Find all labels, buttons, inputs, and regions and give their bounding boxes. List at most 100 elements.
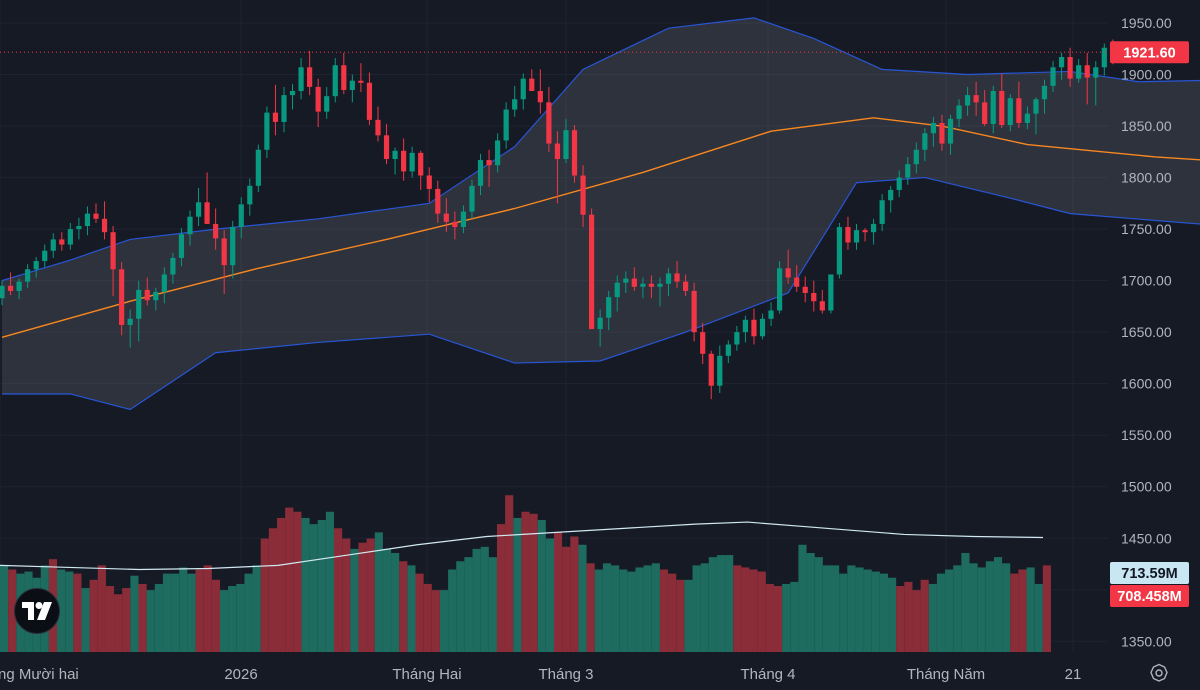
- candle-body[interactable]: [187, 216, 193, 235]
- candle-body[interactable]: [469, 185, 475, 212]
- candle-body[interactable]: [631, 278, 637, 287]
- candle-body[interactable]: [1033, 99, 1039, 114]
- candle-body[interactable]: [776, 268, 783, 311]
- candle-body[interactable]: [238, 204, 244, 228]
- candle-body[interactable]: [1058, 57, 1065, 68]
- candle-body[interactable]: [221, 238, 227, 266]
- candle-body[interactable]: [819, 301, 825, 311]
- candle-body[interactable]: [0, 285, 5, 299]
- candle-body[interactable]: [589, 214, 595, 330]
- candle-body[interactable]: [939, 122, 945, 144]
- candle-body[interactable]: [418, 152, 424, 176]
- candle-body[interactable]: [606, 297, 612, 318]
- candle-body[interactable]: [554, 143, 561, 160]
- candle-body[interactable]: [281, 95, 287, 122]
- candle-body[interactable]: [665, 273, 672, 284]
- candle-body[interactable]: [990, 91, 996, 124]
- candle-body[interactable]: [811, 292, 817, 302]
- candle-body[interactable]: [59, 239, 65, 245]
- candle-body[interactable]: [1067, 57, 1073, 79]
- candle-body[interactable]: [1050, 67, 1056, 86]
- candle-body[interactable]: [443, 213, 449, 222]
- candle-body[interactable]: [460, 211, 467, 228]
- candle-body[interactable]: [50, 239, 56, 251]
- candle-body[interactable]: [563, 130, 569, 160]
- candle-body[interactable]: [452, 221, 458, 228]
- candle-body[interactable]: [178, 234, 185, 258]
- candle-body[interactable]: [870, 223, 877, 233]
- candle-body[interactable]: [341, 65, 347, 90]
- candle-body[interactable]: [213, 223, 219, 239]
- candle-body[interactable]: [67, 229, 73, 245]
- candle-body[interactable]: [768, 310, 774, 319]
- candle-body[interactable]: [161, 274, 167, 292]
- candle-body[interactable]: [742, 319, 749, 333]
- candle-body[interactable]: [828, 274, 834, 311]
- candle-body[interactable]: [153, 291, 159, 301]
- candle-body[interactable]: [597, 317, 603, 330]
- candle-body[interactable]: [127, 318, 133, 325]
- candle-body[interactable]: [93, 213, 99, 219]
- candle-body[interactable]: [691, 290, 697, 333]
- candle-body[interactable]: [794, 277, 800, 287]
- candle-body[interactable]: [640, 283, 646, 287]
- candle-body[interactable]: [136, 289, 142, 319]
- candle-body[interactable]: [1041, 85, 1048, 100]
- candle-body[interactable]: [529, 78, 535, 92]
- candle-body[interactable]: [298, 67, 304, 92]
- candle-body[interactable]: [862, 230, 868, 233]
- candle-body[interactable]: [546, 102, 552, 144]
- candle-body[interactable]: [42, 250, 48, 262]
- candle-body[interactable]: [332, 65, 338, 97]
- candle-body[interactable]: [76, 226, 82, 230]
- candle-body[interactable]: [973, 95, 979, 103]
- candle-body[interactable]: [307, 67, 313, 87]
- candle-body[interactable]: [375, 119, 381, 136]
- candle-body[interactable]: [366, 82, 373, 120]
- candle-body[interactable]: [1024, 113, 1030, 123]
- candle-body[interactable]: [392, 150, 398, 160]
- candle-body[interactable]: [1084, 65, 1090, 78]
- candles[interactable]: [0, 39, 1116, 400]
- candle-body[interactable]: [751, 319, 757, 337]
- candle-body[interactable]: [725, 344, 731, 356]
- candle-body[interactable]: [614, 282, 620, 298]
- candle-body[interactable]: [964, 95, 971, 106]
- candle-body[interactable]: [905, 164, 911, 178]
- candle-body[interactable]: [930, 122, 937, 134]
- candle-body[interactable]: [315, 86, 321, 112]
- candle-body[interactable]: [1076, 65, 1082, 79]
- candle-body[interactable]: [520, 78, 526, 100]
- candle-body[interactable]: [708, 353, 714, 386]
- candle-body[interactable]: [401, 150, 407, 172]
- candle-body[interactable]: [648, 283, 655, 287]
- candle-body[interactable]: [247, 185, 253, 205]
- candle-body[interactable]: [25, 269, 31, 282]
- candle-body[interactable]: [580, 175, 586, 215]
- candle-body[interactable]: [119, 269, 125, 325]
- candle-body[interactable]: [16, 281, 22, 291]
- candle-body[interactable]: [1007, 98, 1013, 126]
- candle-body[interactable]: [7, 285, 14, 291]
- candle-body[interactable]: [324, 96, 330, 112]
- candle-body[interactable]: [289, 91, 296, 96]
- tradingview-logo[interactable]: [14, 588, 60, 634]
- candle-body[interactable]: [204, 202, 210, 224]
- candle-body[interactable]: [700, 332, 706, 354]
- candle-body[interactable]: [717, 355, 723, 386]
- candle-body[interactable]: [435, 188, 441, 214]
- candle-body[interactable]: [33, 261, 39, 270]
- candle-body[interactable]: [836, 227, 843, 275]
- candle-body[interactable]: [759, 318, 766, 337]
- price-axis[interactable]: 1950.00 1900.00 1850.00 1800.00 1750.00 1700.…: [1121, 15, 1172, 649]
- candle-body[interactable]: [1016, 98, 1022, 123]
- candle-body[interactable]: [101, 218, 108, 233]
- candle-body[interactable]: [999, 91, 1005, 126]
- candle-body[interactable]: [1093, 67, 1099, 78]
- candle-body[interactable]: [144, 289, 150, 301]
- candle-body[interactable]: [264, 112, 270, 150]
- candle-body[interactable]: [982, 102, 988, 124]
- settings-gear-button[interactable]: [1148, 662, 1170, 684]
- candle-body[interactable]: [358, 80, 364, 83]
- candle-body[interactable]: [426, 175, 432, 189]
